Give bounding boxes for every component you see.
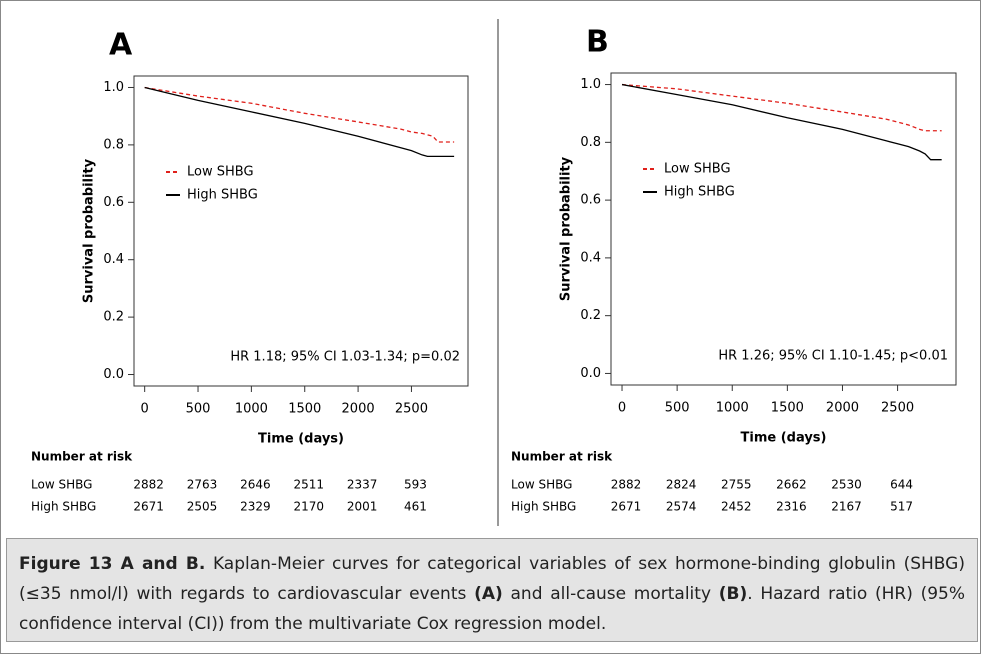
y-tick-label: 1.0 [580, 77, 601, 92]
caption-text: Figure 13 A and B. [19, 554, 206, 574]
x-tick-label: 500 [665, 401, 690, 416]
legend-label: Low SHBG [664, 162, 731, 177]
risk-row-name: High SHBG [511, 500, 576, 514]
charts: A 0.0 0.2 0.4 0.6 0.8 1.0 0 500 1000 1500 2000 2500 S… [31, 19, 957, 526]
survival-curve [621, 83, 942, 161]
survival-curve [144, 86, 455, 158]
x-tick-label: 0 [141, 402, 149, 417]
y-axis-label: Survival probability [82, 158, 97, 303]
x-tick-label: 2500 [881, 401, 914, 416]
y-tick-label: 0.6 [103, 195, 124, 210]
caption-text: . Hazard ratio (HR) (95% confidence inte… [19, 584, 966, 634]
annotation: HR 1.26; 95% CI 1.10-1.45; p<0.01 [718, 349, 948, 364]
risk-value: 461 [404, 500, 427, 514]
panel-label: A [109, 28, 133, 63]
x-tick-label: 1500 [288, 402, 321, 417]
y-tick-label: 0.4 [103, 252, 124, 267]
risk-value: 2671 [611, 500, 642, 514]
risk-value: 2337 [347, 478, 378, 492]
x-tick-label: 1500 [771, 401, 804, 416]
x-tick-label: 0 [618, 401, 626, 416]
risk-value: 2882 [611, 478, 642, 492]
x-axis-label: Time (days) [258, 432, 344, 447]
risk-value: 2167 [831, 500, 862, 514]
y-tick-label: 1.0 [103, 80, 124, 95]
risk-table-title: Number at risk [511, 450, 613, 464]
y-tick-label: 0.0 [580, 366, 601, 381]
survival-curve [144, 86, 455, 143]
risk-value: 2755 [721, 478, 752, 492]
annotation: HR 1.18; 95% CI 1.03-1.34; p=0.02 [230, 350, 460, 365]
y-tick-label: 0.4 [580, 250, 601, 265]
risk-value: 2662 [776, 478, 807, 492]
risk-value: 2505 [187, 500, 218, 514]
y-axis-label: Survival probability [559, 156, 574, 301]
x-tick-label: 1000 [716, 401, 749, 416]
y-tick-label: 0.0 [103, 367, 124, 382]
risk-value: 2001 [347, 500, 378, 514]
legend-label: High SHBG [664, 185, 735, 200]
risk-value: 2671 [133, 500, 164, 514]
caption-text: (A) [474, 584, 503, 604]
plot-frame [133, 75, 469, 387]
risk-value: 2824 [666, 478, 697, 492]
risk-value: 2646 [240, 478, 271, 492]
caption-text: Kaplan-Meier curves for categorical vari… [19, 554, 965, 604]
survival-curve [621, 83, 942, 132]
y-tick-label: 0.2 [103, 310, 124, 325]
y-tick-label: 0.8 [103, 137, 124, 152]
risk-row-name: Low SHBG [31, 478, 92, 492]
x-tick-label: 2000 [342, 402, 375, 417]
risk-value: 2511 [293, 478, 324, 492]
x-tick-label: 1000 [235, 402, 268, 417]
y-tick-label: 0.2 [580, 308, 601, 323]
x-tick-label: 2000 [826, 401, 859, 416]
risk-value: 2882 [133, 478, 164, 492]
x-tick-label: 2500 [395, 402, 428, 417]
legend-label: Low SHBG [187, 165, 254, 180]
risk-value: 2574 [666, 500, 697, 514]
risk-value: 2452 [721, 500, 752, 514]
legend-label: High SHBG [187, 188, 258, 203]
caption-text: (B) [718, 584, 748, 604]
x-tick-label: 500 [186, 402, 211, 417]
x-axis-label: Time (days) [741, 431, 827, 446]
panel-label: B [586, 25, 609, 60]
risk-value: 644 [890, 478, 913, 492]
risk-table-title: Number at risk [31, 450, 133, 464]
caption: Figure 13 A and B. Kaplan-Meier curves f… [6, 538, 978, 642]
risk-value: 2316 [776, 500, 807, 514]
risk-row-name: High SHBG [31, 500, 96, 514]
risk-value: 2329 [240, 500, 271, 514]
risk-value: 593 [404, 478, 427, 492]
y-tick-label: 0.6 [580, 193, 601, 208]
risk-value: 517 [890, 500, 913, 514]
risk-value: 2170 [293, 500, 324, 514]
plot-frame [610, 72, 957, 386]
risk-value: 2530 [831, 478, 862, 492]
caption-text: and all-cause mortality [502, 584, 719, 604]
y-tick-label: 0.8 [580, 135, 601, 150]
risk-row-name: Low SHBG [511, 478, 572, 492]
risk-value: 2763 [187, 478, 218, 492]
